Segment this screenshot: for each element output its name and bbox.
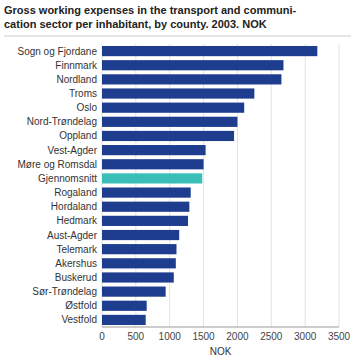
grid-line: [102, 44, 103, 327]
bar: [102, 301, 147, 311]
grid-line: [305, 44, 306, 327]
tick-label: 3500: [328, 331, 351, 342]
category-label: Vest-Agder: [48, 145, 98, 156]
category-label: Nordland: [56, 74, 97, 85]
title-line: Gross working expenses in the transport …: [4, 4, 297, 16]
tick-label: 500: [128, 331, 145, 342]
grid-line: [203, 44, 204, 327]
grid: [102, 44, 339, 327]
category-label: Hordaland: [51, 201, 97, 212]
tick-label: 1000: [159, 331, 182, 342]
category-label: Sør-Trøndelag: [32, 286, 97, 297]
x-axis-line: [102, 327, 339, 328]
tick-label: 2500: [260, 331, 283, 342]
bar: [102, 131, 234, 141]
bar: [102, 202, 189, 212]
category-label: Nord-Trøndelag: [27, 116, 97, 127]
bar: [102, 216, 188, 226]
bar: [102, 244, 176, 254]
bar: [102, 103, 244, 113]
bar: [102, 60, 283, 70]
bar: [102, 272, 174, 282]
bar: [102, 145, 206, 155]
bar: [102, 187, 191, 197]
grid-line: [135, 44, 136, 327]
grid-line: [237, 44, 238, 327]
category-label: Rogaland: [54, 187, 97, 198]
title: Gross working expenses in the transport …: [4, 4, 297, 30]
x-axis-label: NOK: [210, 346, 232, 357]
tick-label: 3000: [294, 331, 317, 342]
tick-label: 1500: [192, 331, 215, 342]
category-label: Aust-Agder: [47, 230, 98, 241]
category-label: Gjennomsnitt: [38, 173, 97, 184]
category-label: Finnmark: [55, 60, 98, 71]
grid-line: [169, 44, 170, 327]
bar: [102, 74, 281, 84]
tick-label: 0: [99, 331, 105, 342]
title-rule: [4, 36, 351, 37]
grid-line: [271, 44, 272, 327]
category-label: Østfold: [65, 300, 97, 311]
bar: [102, 173, 202, 183]
bar: [102, 117, 237, 127]
category-label: Telemark: [56, 244, 98, 255]
bar: [102, 230, 179, 240]
bar: [102, 287, 166, 297]
bar: [102, 258, 176, 268]
category-label: Oslo: [76, 102, 97, 113]
bar: [102, 315, 146, 325]
category-label: Troms: [69, 88, 97, 99]
category-label: Oppland: [59, 130, 97, 141]
category-label: Vestfold: [61, 314, 97, 325]
category-label: Hedmark: [56, 215, 98, 226]
category-label: Akershus: [55, 258, 97, 269]
tick-label: 2000: [226, 331, 249, 342]
chart: Gross working expenses in the transport …: [0, 0, 355, 361]
bars: [102, 46, 317, 325]
bar: [102, 46, 317, 56]
grid-line: [339, 44, 340, 327]
category-label: Sogn og Fjordane: [17, 46, 97, 57]
bar: [102, 88, 254, 98]
bar: [102, 159, 204, 169]
title-line: cation sector per inhabitant, by county.…: [4, 18, 267, 30]
category-label: Møre og Romsdal: [18, 159, 97, 170]
category-label: Buskerud: [55, 272, 97, 283]
